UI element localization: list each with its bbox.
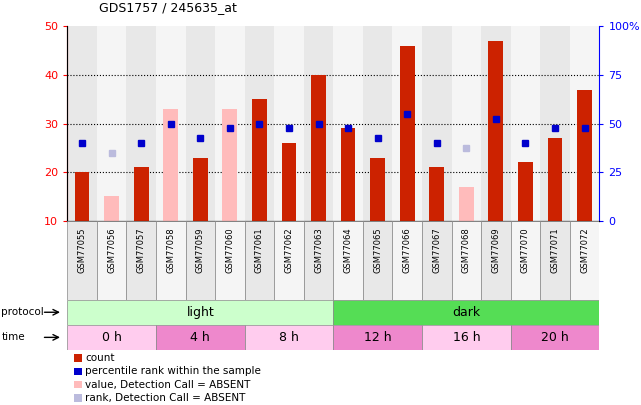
Bar bbox=[392, 26, 422, 221]
Bar bbox=[104, 196, 119, 221]
Bar bbox=[156, 325, 245, 350]
Text: 16 h: 16 h bbox=[453, 331, 480, 344]
Bar bbox=[193, 158, 208, 221]
Bar bbox=[163, 109, 178, 221]
Text: time: time bbox=[1, 333, 25, 342]
Text: 8 h: 8 h bbox=[279, 331, 299, 344]
Bar bbox=[134, 167, 149, 221]
Bar bbox=[75, 172, 90, 221]
Bar bbox=[363, 26, 392, 221]
Text: GSM77064: GSM77064 bbox=[344, 227, 353, 273]
Text: GSM77063: GSM77063 bbox=[314, 227, 323, 273]
Text: value, Detection Call = ABSENT: value, Detection Call = ABSENT bbox=[85, 380, 251, 390]
Bar bbox=[274, 26, 304, 221]
Bar bbox=[215, 221, 245, 300]
Bar bbox=[341, 128, 356, 221]
Bar bbox=[333, 325, 422, 350]
Text: GSM77056: GSM77056 bbox=[107, 227, 116, 273]
Bar bbox=[333, 300, 599, 325]
Bar bbox=[540, 221, 570, 300]
Bar bbox=[281, 143, 296, 221]
Text: 0 h: 0 h bbox=[102, 331, 122, 344]
Text: rank, Detection Call = ABSENT: rank, Detection Call = ABSENT bbox=[85, 393, 246, 403]
Bar bbox=[577, 90, 592, 221]
Bar bbox=[518, 162, 533, 221]
Bar bbox=[511, 325, 599, 350]
Bar bbox=[67, 26, 97, 221]
Bar bbox=[511, 221, 540, 300]
Bar bbox=[511, 26, 540, 221]
Bar bbox=[156, 221, 185, 300]
Bar bbox=[547, 138, 562, 221]
Bar bbox=[185, 221, 215, 300]
Bar bbox=[459, 187, 474, 221]
Text: GSM77057: GSM77057 bbox=[137, 227, 146, 273]
Bar bbox=[245, 325, 333, 350]
Text: 4 h: 4 h bbox=[190, 331, 210, 344]
Text: GSM77068: GSM77068 bbox=[462, 227, 471, 273]
Text: GSM77070: GSM77070 bbox=[521, 227, 530, 273]
Bar bbox=[422, 221, 451, 300]
Text: protocol: protocol bbox=[1, 307, 44, 317]
Text: GSM77072: GSM77072 bbox=[580, 227, 589, 273]
Text: GSM77060: GSM77060 bbox=[226, 227, 235, 273]
Bar bbox=[97, 221, 126, 300]
Bar bbox=[185, 26, 215, 221]
Text: GSM77058: GSM77058 bbox=[166, 227, 175, 273]
Text: GSM77066: GSM77066 bbox=[403, 227, 412, 273]
Bar bbox=[570, 26, 599, 221]
Bar bbox=[481, 26, 511, 221]
Bar bbox=[540, 26, 570, 221]
Bar bbox=[304, 26, 333, 221]
Bar bbox=[97, 26, 126, 221]
Text: GDS1757 / 245635_at: GDS1757 / 245635_at bbox=[99, 1, 237, 14]
Bar bbox=[422, 26, 451, 221]
Text: 12 h: 12 h bbox=[364, 331, 392, 344]
Bar bbox=[67, 300, 333, 325]
Text: GSM77062: GSM77062 bbox=[285, 227, 294, 273]
Bar bbox=[67, 221, 97, 300]
Text: light: light bbox=[187, 306, 214, 319]
Bar bbox=[245, 26, 274, 221]
Text: GSM77055: GSM77055 bbox=[78, 227, 87, 273]
Bar bbox=[392, 221, 422, 300]
Bar bbox=[363, 221, 392, 300]
Text: GSM77069: GSM77069 bbox=[492, 227, 501, 273]
Bar bbox=[481, 221, 511, 300]
Bar bbox=[304, 221, 333, 300]
Bar bbox=[274, 221, 304, 300]
Bar bbox=[156, 26, 185, 221]
Bar bbox=[333, 26, 363, 221]
Bar bbox=[370, 158, 385, 221]
Bar bbox=[451, 26, 481, 221]
Text: GSM77071: GSM77071 bbox=[551, 227, 560, 273]
Text: percentile rank within the sample: percentile rank within the sample bbox=[85, 367, 261, 376]
Bar bbox=[126, 221, 156, 300]
Text: dark: dark bbox=[453, 306, 480, 319]
Bar bbox=[400, 46, 415, 221]
Bar bbox=[252, 99, 267, 221]
Text: GSM77065: GSM77065 bbox=[373, 227, 382, 273]
Bar bbox=[488, 41, 503, 221]
Bar bbox=[429, 167, 444, 221]
Bar bbox=[333, 221, 363, 300]
Bar bbox=[222, 109, 237, 221]
Text: GSM77059: GSM77059 bbox=[196, 227, 205, 273]
Text: GSM77067: GSM77067 bbox=[432, 227, 441, 273]
Bar bbox=[67, 325, 156, 350]
Text: count: count bbox=[85, 353, 115, 363]
Bar bbox=[245, 221, 274, 300]
Text: 20 h: 20 h bbox=[541, 331, 569, 344]
Bar bbox=[126, 26, 156, 221]
Bar bbox=[570, 221, 599, 300]
Text: GSM77061: GSM77061 bbox=[255, 227, 264, 273]
Bar bbox=[451, 221, 481, 300]
Bar bbox=[215, 26, 245, 221]
Bar bbox=[311, 75, 326, 221]
Bar bbox=[422, 325, 511, 350]
